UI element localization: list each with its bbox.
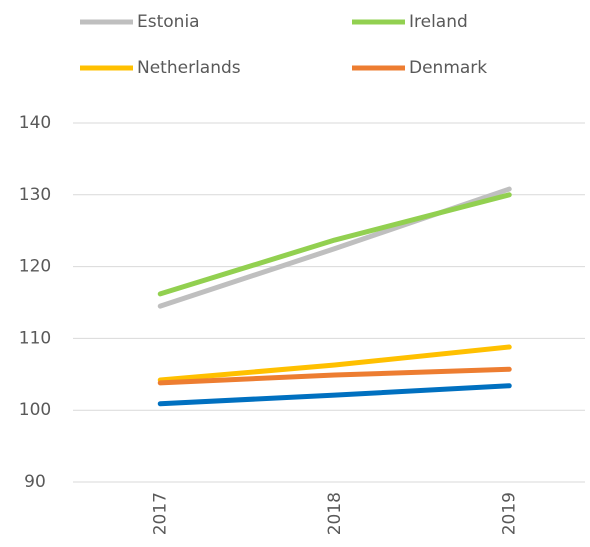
y-tick-label: 110 [19, 328, 51, 348]
legend-label: Denmark [409, 58, 487, 78]
y-tick-label: 120 [19, 257, 51, 277]
x-tick-label: 2017 [150, 492, 170, 535]
legend-label: Ireland [409, 12, 468, 32]
legend-label: Netherlands [137, 58, 241, 78]
series-line [157, 192, 512, 297]
y-tick-label: 140 [19, 113, 51, 133]
x-tick-label: 2018 [325, 492, 345, 535]
x-tick-label: 2019 [499, 492, 519, 535]
y-tick-label: 100 [19, 400, 51, 420]
legend-label: Estonia [137, 12, 200, 32]
y-tick-label: 130 [19, 185, 51, 205]
series-line [157, 366, 512, 386]
series-line [157, 344, 512, 383]
series-line [157, 383, 512, 407]
y-tick-label: 90 [24, 472, 46, 492]
